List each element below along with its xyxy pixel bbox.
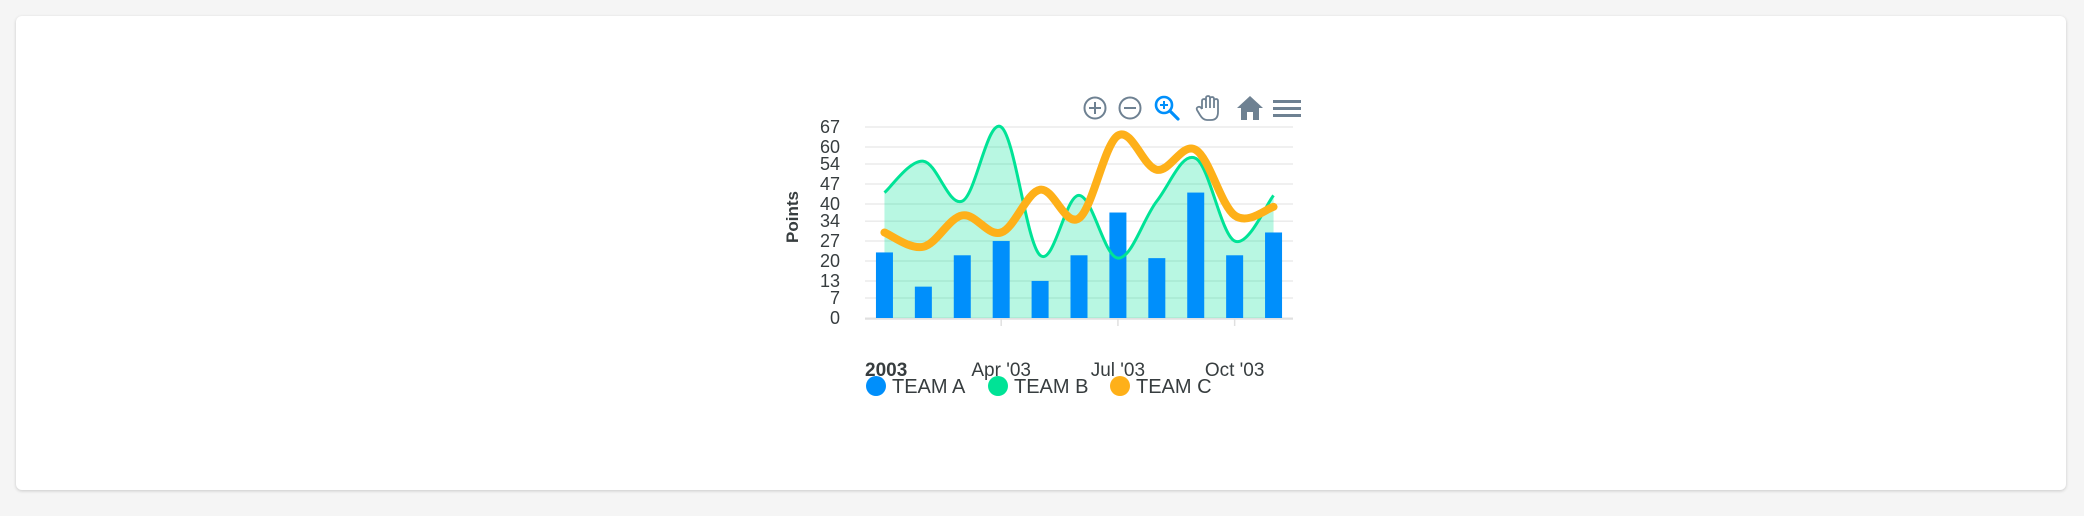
team-b-line: [883, 124, 1275, 260]
y-tick-label: 67: [820, 117, 840, 137]
y-tick-label: 60: [820, 137, 840, 157]
team-lines: [880, 124, 1278, 260]
team-c-line: [880, 130, 1278, 252]
team-a-bar: [1226, 255, 1244, 318]
pan-hand-icon[interactable]: [1193, 93, 1223, 123]
legend-marker-team-a: [866, 376, 886, 396]
zoom-in-icon[interactable]: [1080, 93, 1110, 123]
y-tick-label: 7: [830, 288, 840, 308]
team-a-bar: [1187, 192, 1205, 318]
team-a-bar: [875, 252, 893, 318]
y-tick-label: 27: [820, 231, 840, 251]
chart-card: 0 7 13 20 27 34 40 47 54 60 67 2003 Apr '03 Jul '03 O…: [16, 16, 2066, 490]
legend-marker-team-c: [1110, 376, 1130, 396]
team-a-bars: [875, 192, 1283, 318]
team-a-bar: [1265, 232, 1283, 318]
chart-toolbar: [1080, 92, 1303, 123]
legend-item-team-c[interactable]: TEAM C: [1110, 376, 1212, 398]
y-axis-title: Points: [783, 191, 802, 243]
legend-label-team-a: TEAM A: [892, 376, 966, 398]
x-axis-ticks: 2003 Apr '03 Jul '03 Oct '03: [865, 319, 1264, 381]
y-tick-label: 54: [820, 154, 840, 174]
y-tick-label: 0: [830, 308, 840, 328]
team-a-bar: [1070, 255, 1088, 318]
menu-icon[interactable]: [1270, 97, 1303, 119]
legend: TEAM A TEAM B TEAM C: [866, 376, 1212, 398]
team-a-bar: [992, 241, 1010, 318]
y-tick-label: 40: [820, 194, 840, 214]
x-tick-label: Oct '03: [1205, 360, 1265, 381]
team-a-bar: [1109, 212, 1127, 318]
y-tick-label: 13: [820, 271, 840, 291]
legend-marker-team-b: [988, 376, 1008, 396]
y-tick-label: 34: [820, 211, 840, 231]
legend-item-team-a[interactable]: TEAM A: [866, 376, 966, 398]
selection-zoom-icon[interactable]: [1151, 92, 1181, 122]
legend-item-team-b[interactable]: TEAM B: [988, 376, 1088, 398]
team-a-bar: [1148, 258, 1166, 318]
x-tick-label: Apr '03: [971, 360, 1031, 381]
zoom-out-icon[interactable]: [1115, 93, 1145, 123]
x-tick-label: 2003: [865, 360, 907, 381]
team-a-bar: [953, 255, 971, 318]
y-tick-label: 20: [820, 251, 840, 271]
y-tick-label: 47: [820, 174, 840, 194]
team-a-bar: [914, 286, 932, 318]
team-a-bar: [1031, 280, 1049, 318]
home-icon[interactable]: [1234, 93, 1266, 123]
x-tick-label: Jul '03: [1091, 360, 1145, 381]
legend-label-team-b: TEAM B: [1014, 376, 1088, 398]
legend-label-team-c: TEAM C: [1136, 376, 1212, 398]
